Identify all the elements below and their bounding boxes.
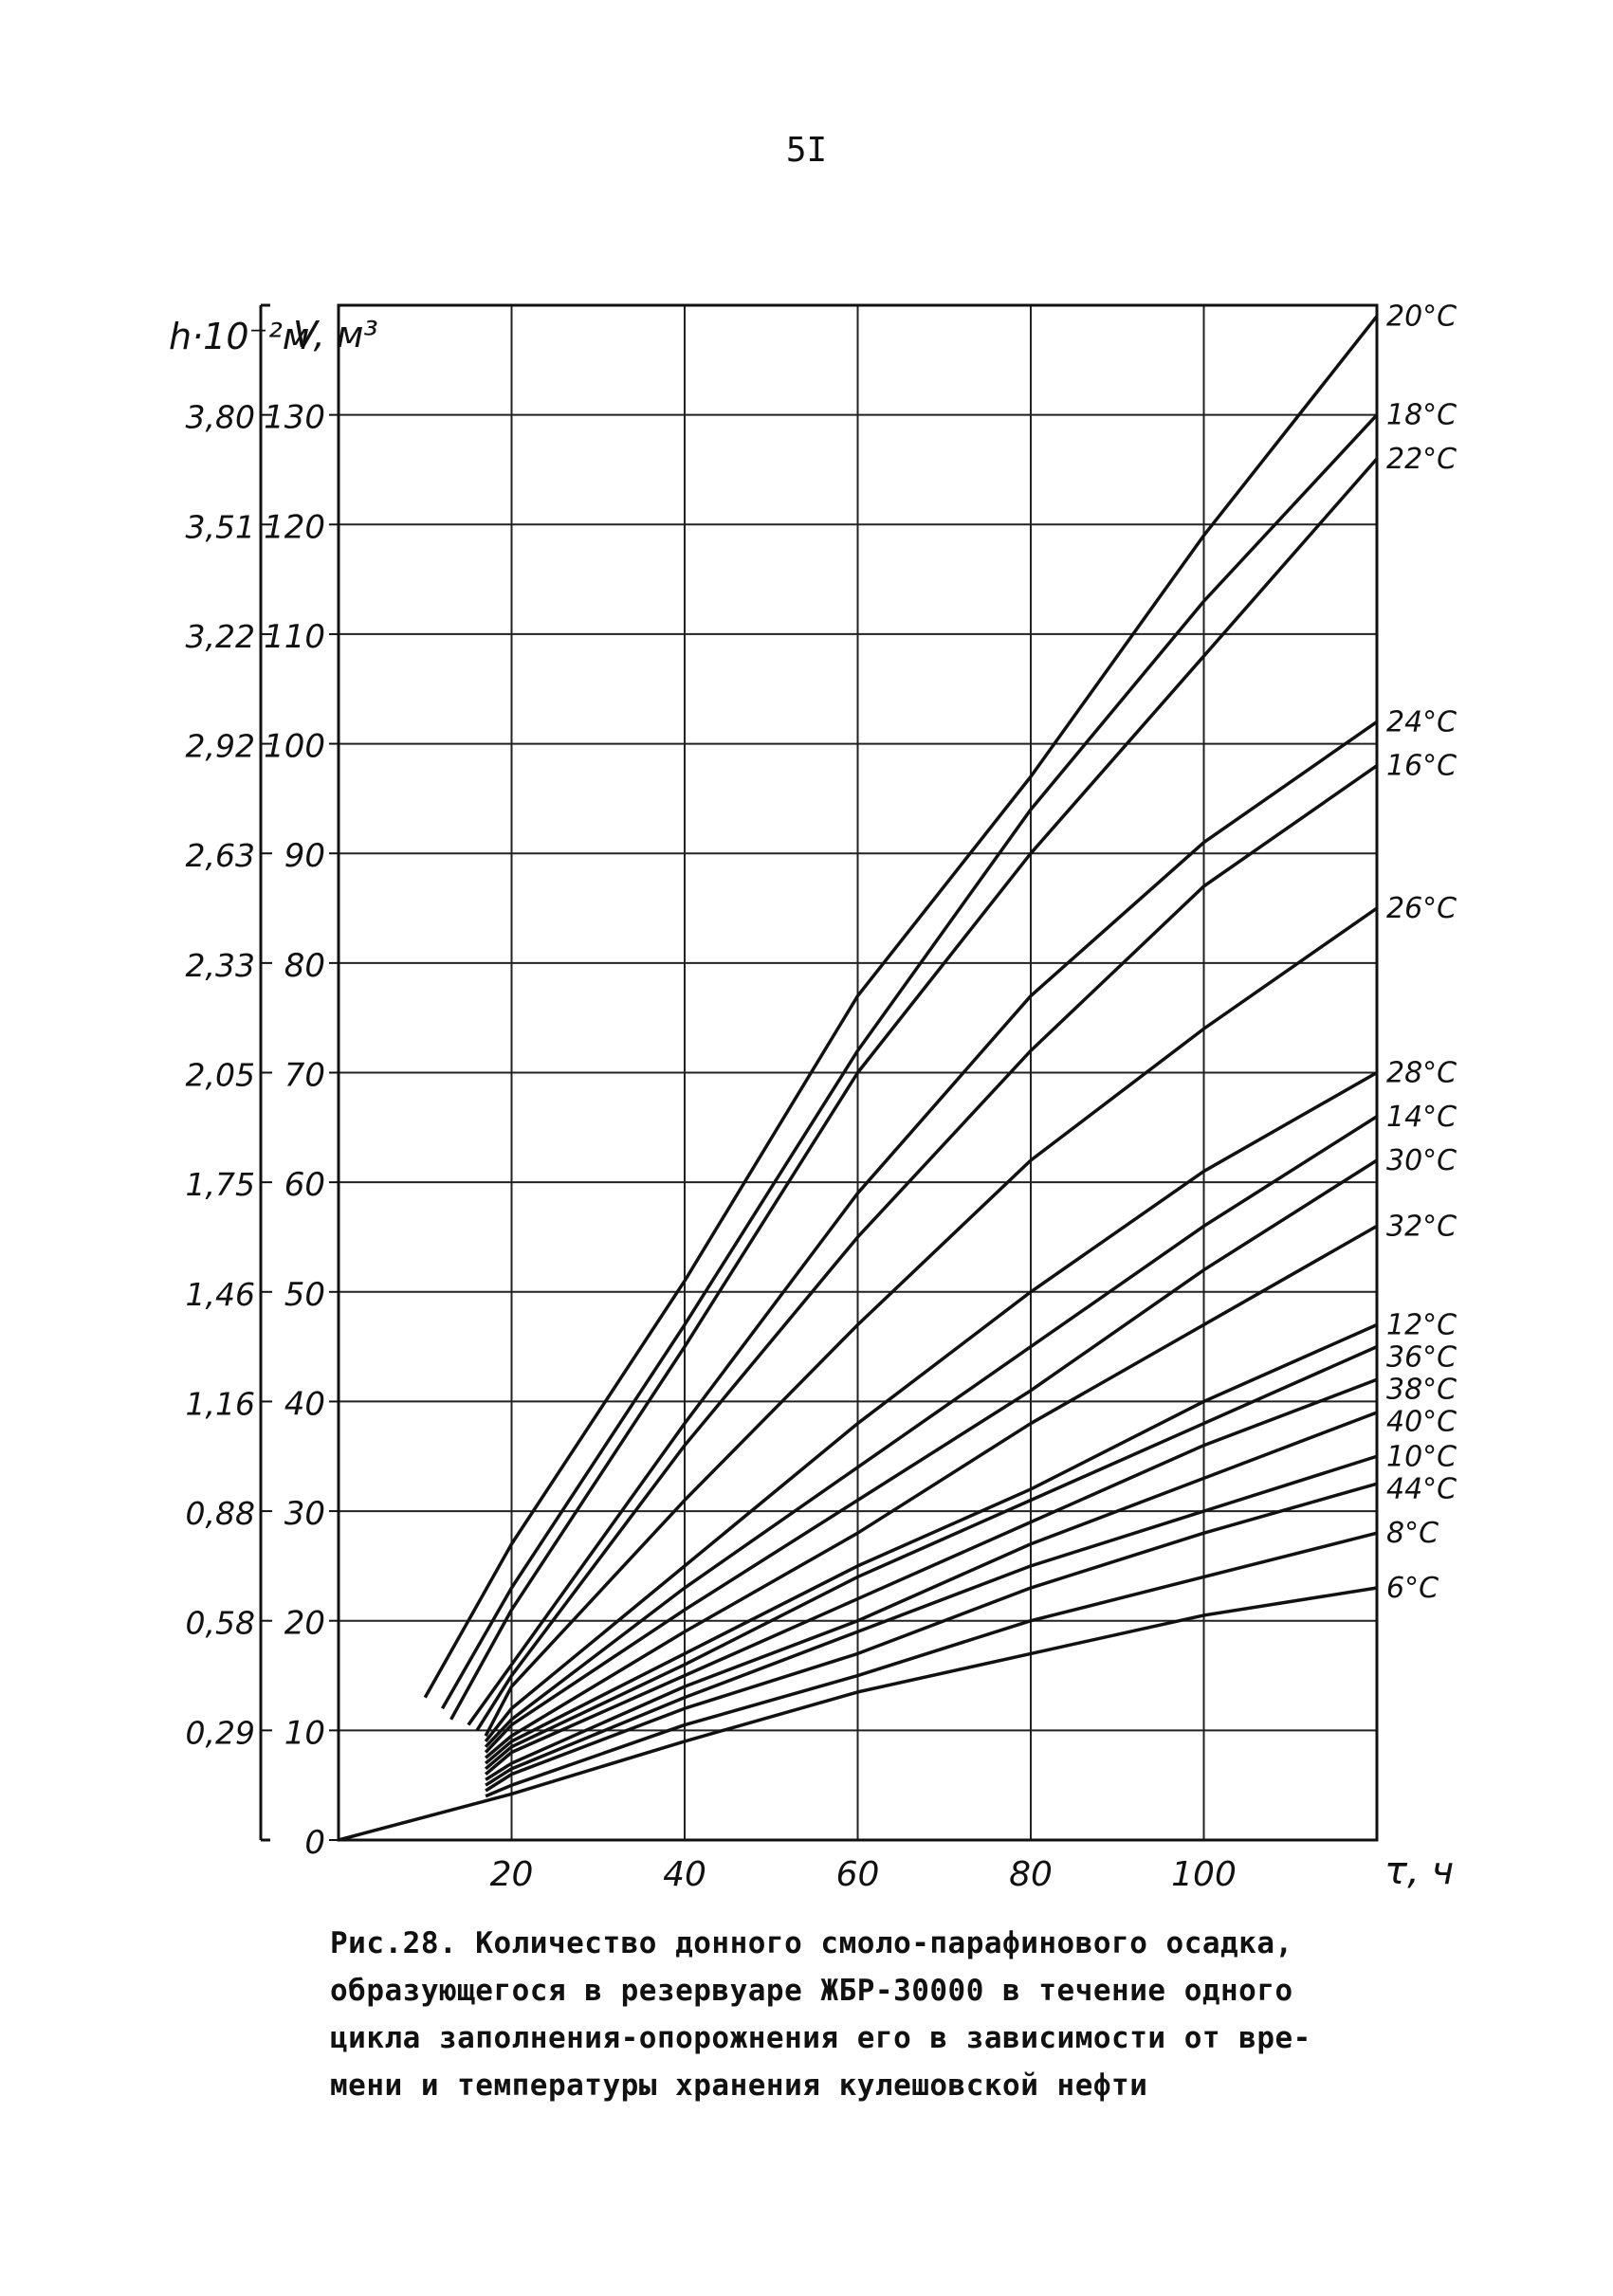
series-line xyxy=(484,1345,1378,1771)
series-label: 40°C xyxy=(1386,1405,1457,1438)
series-label: 38°C xyxy=(1386,1373,1457,1406)
x-tick-label: 60 xyxy=(836,1855,880,1894)
h-tick-label: 2,33 xyxy=(186,947,255,984)
y-tick-label: 10 xyxy=(284,1714,325,1752)
caption-line: образующегося в резервуаре ЖБР-30000 в т… xyxy=(330,1974,1293,2008)
series-line xyxy=(485,1531,1378,1798)
h-tick-label: 2,92 xyxy=(186,728,255,765)
series-label: 6°C xyxy=(1386,1572,1439,1605)
series-label: 26°C xyxy=(1386,892,1457,925)
series-line xyxy=(484,1070,1378,1743)
series-label: 28°C xyxy=(1386,1057,1457,1090)
caption-line: цикла заполнения-опорожнения его в завис… xyxy=(330,2021,1311,2055)
h-tick-label: 3,51 xyxy=(186,508,255,545)
page-number: 5I xyxy=(785,131,828,170)
y-tick-label: 0 xyxy=(304,1824,325,1862)
x-tick-label: 80 xyxy=(1009,1855,1053,1894)
series-line xyxy=(484,1377,1378,1776)
h-tick-label: 1,46 xyxy=(186,1276,255,1313)
y-tick-label: 80 xyxy=(284,947,325,985)
series-line xyxy=(475,764,1379,1732)
tick-labels: 0 10 20 30 40 50 60 70 80 90 100 110 120 130 0,29 0,58 0… xyxy=(169,301,1457,1894)
h-tick-label: 0,58 xyxy=(186,1605,255,1642)
series-line xyxy=(423,315,1379,1699)
series-label: 12°C xyxy=(1386,1308,1457,1341)
series-label: 18°C xyxy=(1386,399,1457,432)
h-axis-label: h·10⁻²м xyxy=(169,316,309,357)
y-tick-label: 50 xyxy=(284,1276,325,1314)
caption-line: мени и температуры хранения кулешовской … xyxy=(330,2068,1148,2103)
h-tick-label: 0,29 xyxy=(186,1714,255,1751)
series-line xyxy=(484,906,1379,1737)
series-label: 16°C xyxy=(1386,750,1457,783)
series-line xyxy=(440,413,1379,1710)
y-tick-label: 20 xyxy=(284,1605,325,1643)
y-tick-label: 100 xyxy=(264,728,325,766)
h-tick-label: 0,88 xyxy=(186,1495,255,1532)
x-tick-label: 100 xyxy=(1171,1855,1237,1894)
series-label: 36°C xyxy=(1386,1340,1457,1374)
y-tick-label: 90 xyxy=(284,837,325,875)
y-axis-label: V, м³ xyxy=(293,314,378,355)
series-label: 24°C xyxy=(1386,705,1457,738)
series-line xyxy=(485,1454,1378,1787)
x-axis-label: τ, ч xyxy=(1384,1850,1454,1893)
series-line xyxy=(485,1411,1378,1781)
series-line xyxy=(484,1115,1378,1748)
series-label: 30°C xyxy=(1386,1144,1457,1177)
h-tick-label: 1,75 xyxy=(186,1166,255,1203)
h-tick-label: 1,16 xyxy=(186,1385,255,1422)
y-tick-label: 70 xyxy=(284,1057,325,1095)
y-tick-label: 40 xyxy=(284,1385,325,1423)
x-tick-label: 20 xyxy=(490,1855,534,1894)
caption-line: Рис.28. Количество донного смоло-парафин… xyxy=(330,1926,1293,1960)
y-tick-label: 120 xyxy=(264,508,325,546)
series-label: 10°C xyxy=(1386,1440,1457,1473)
series-line xyxy=(467,720,1379,1726)
series-label: 14°C xyxy=(1386,1101,1457,1134)
series-line xyxy=(484,1224,1378,1759)
y-tick-label: 130 xyxy=(264,399,325,437)
h-tick-label: 3,22 xyxy=(186,618,255,655)
series-lines xyxy=(338,315,1379,1842)
series-line xyxy=(485,1482,1378,1793)
series-line xyxy=(484,1158,1378,1754)
series-line xyxy=(484,1322,1378,1765)
series-line xyxy=(338,1586,1378,1842)
series-label: 8°C xyxy=(1386,1517,1439,1550)
series-label: 44°C xyxy=(1386,1472,1457,1505)
h-tick-label: 3,80 xyxy=(186,399,255,436)
h-tick-label: 2,05 xyxy=(186,1057,255,1094)
h-tick-label: 2,63 xyxy=(186,837,255,874)
y-tick-label: 60 xyxy=(284,1166,325,1204)
series-label: 22°C xyxy=(1386,443,1457,476)
y-tick-label: 110 xyxy=(264,618,325,656)
figure-caption: Рис.28. Количество донного смоло-парафин… xyxy=(330,1920,1430,2109)
x-tick-label: 40 xyxy=(663,1855,706,1894)
y-tick-label: 30 xyxy=(284,1495,325,1533)
series-label: 20°C xyxy=(1386,301,1457,334)
series-line xyxy=(449,457,1379,1721)
series-label: 32°C xyxy=(1386,1210,1457,1243)
